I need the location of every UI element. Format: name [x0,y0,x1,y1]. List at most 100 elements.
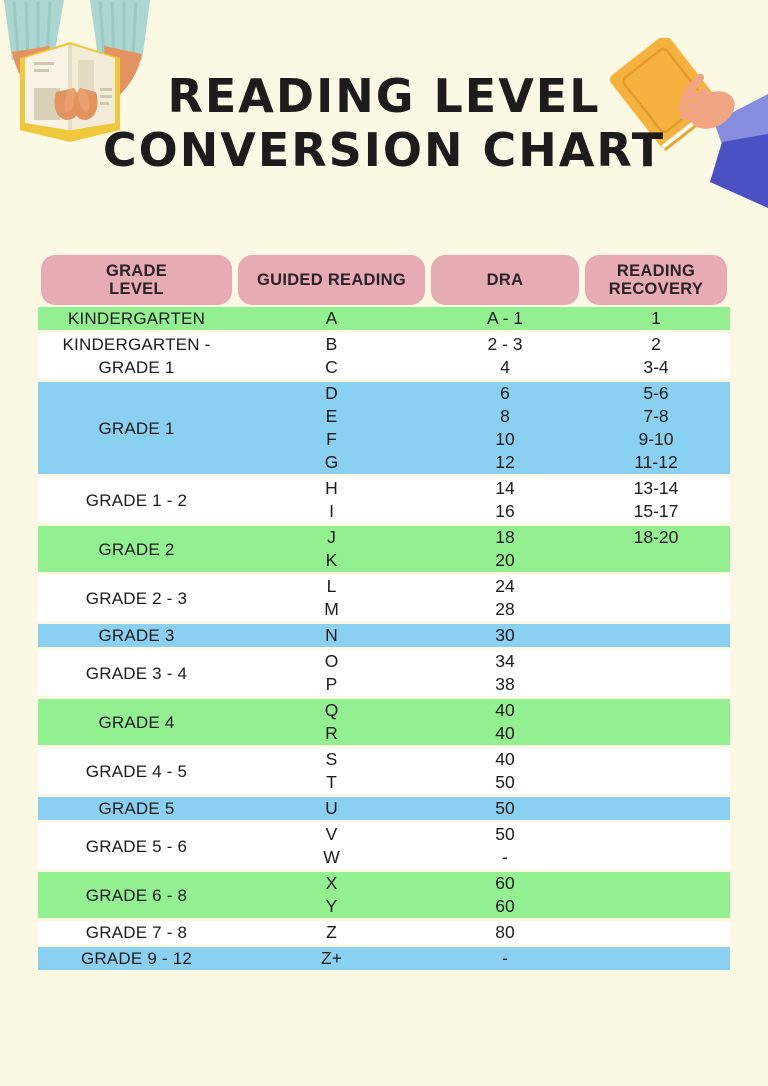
grade-level-cell: GRADE 5 - 6 [85,836,188,856]
cell-value: 50 [495,798,515,818]
reading-recovery-cell: 13-14 15-17 [582,477,730,523]
cell-value: D [325,383,338,403]
cell-value [582,797,730,820]
cell-value: N [325,625,338,645]
cell-value: Z [326,922,337,942]
reading-recovery-cell [582,872,730,918]
grade-level-cell: GRADE 5 [98,799,175,818]
cell-value: T [326,772,337,792]
cell-value: 24 [495,576,515,596]
cell-value: F [326,429,337,449]
grade-level-cell: KINDERGARTEN - GRADE 1 [62,335,211,377]
table-row: KINDERGARTEN A A - 1 1 [38,307,730,330]
reading-recovery-cell [582,624,730,647]
guided-reading-cell: Z [235,921,428,944]
column-header-grade-level: GRADE LEVEL [41,255,232,305]
cell-value: 34 [495,651,515,671]
dra-cell: 18 20 [428,526,582,572]
cell-value [582,895,730,918]
grade-level-cell: KINDERGARTEN [67,309,206,328]
cell-value: 12 [495,452,515,472]
table-body: KINDERGARTEN A A - 1 1 KINDERGARTEN - GR… [38,307,730,970]
dra-cell: 40 40 [428,699,582,745]
cell-value [582,722,730,745]
cell-value: 4 [500,357,510,377]
table-row: GRADE 9 - 12 Z+ - [38,947,730,970]
reading-recovery-cell [582,575,730,621]
dra-cell: 40 50 [428,748,582,794]
cell-value: 38 [495,674,515,694]
reading-recovery-cell [582,921,730,944]
cell-value: 50 [495,772,515,792]
dra-cell: 30 [428,624,582,647]
dra-cell: 80 [428,921,582,944]
cell-value: 15-17 [633,501,679,521]
grade-level-cell: GRADE 2 [98,539,175,559]
cell-value: 40 [495,749,515,769]
reading-recovery-cell: 18-20 [582,526,730,572]
page-title-line-1: READING LEVEL [167,69,601,123]
cell-value: Y [325,896,338,916]
cell-value: O [324,651,339,671]
table-row: GRADE 3 N 30 [38,624,730,647]
cell-value [582,575,730,598]
cell-value: 30 [495,625,515,645]
column-header-guided-reading: GUIDED READING [238,255,425,305]
cell-value [582,823,730,846]
cell-value: X [325,873,338,893]
cell-value: 50 [495,824,515,844]
cell-value [582,598,730,621]
cell-value: P [325,674,338,694]
cell-value: 9-10 [638,429,674,449]
cell-value: - [502,847,508,867]
guided-reading-cell: Z+ [235,947,428,970]
cell-value: 60 [495,896,515,916]
table-row: GRADE 5 U 50 [38,797,730,820]
grade-level-cell: GRADE 2 - 3 [85,588,188,608]
cell-value: 20 [495,550,515,570]
cell-value [582,921,730,944]
grade-level-cell: GRADE 9 - 12 [80,949,193,968]
cell-value: 18 [495,527,515,547]
cell-value: 60 [495,873,515,893]
grade-level-cell: GRADE 1 [98,418,175,438]
grade-level-cell: GRADE 4 [98,712,175,732]
cell-value: H [325,478,338,498]
guided-reading-cell: A [235,307,428,330]
cell-value: 8 [500,406,510,426]
page-title-line-2: CONVERSION CHART [102,122,666,177]
sleeve-right-icon [90,0,150,60]
page-title: READING LEVEL CONVERSION CHART [0,69,768,178]
cell-value: 40 [495,700,515,720]
cell-value: 1 [651,308,661,328]
reading-recovery-cell: 5-6 7-8 9-10 11-12 [582,382,730,474]
cell-value: A - 1 [487,308,523,328]
cell-value: R [325,723,338,743]
reading-recovery-cell [582,650,730,696]
dra-cell: 50 [428,797,582,820]
reading-recovery-cell: 2 3-4 [582,333,730,379]
cell-value [582,846,730,869]
cell-value: M [324,599,339,619]
cell-value: 7-8 [643,406,669,426]
cell-value: 18-20 [633,527,679,547]
column-header-dra: DRA [431,255,579,305]
cell-value: Q [324,700,339,720]
cell-value: 3-4 [643,357,669,377]
cell-value: L [326,576,337,596]
cell-value [582,947,730,970]
reading-recovery-cell [582,699,730,745]
dra-cell: 2 - 3 4 [428,333,582,379]
sleeve-left-icon [4,0,64,60]
dra-cell: A - 1 [428,307,582,330]
